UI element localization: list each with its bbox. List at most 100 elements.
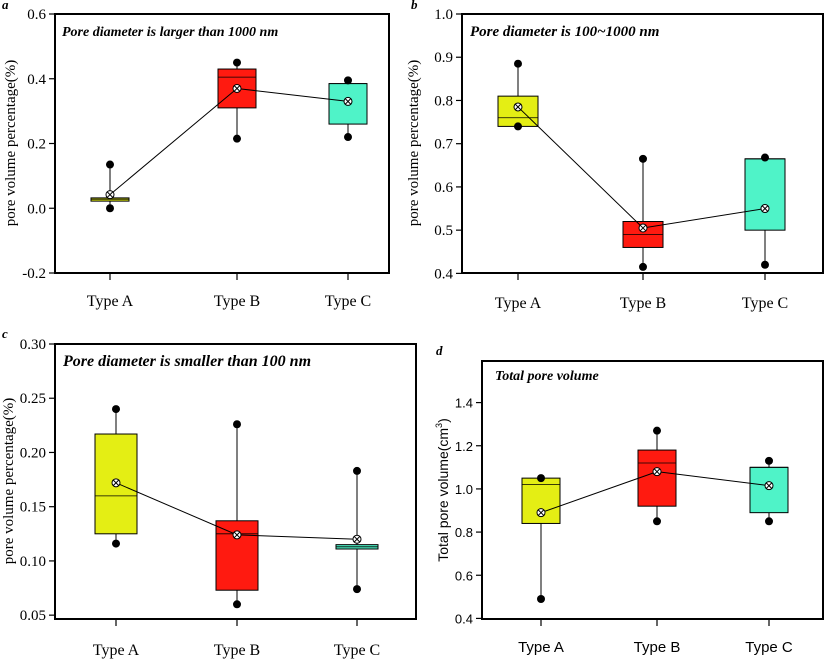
y-tick-label: 0.6 xyxy=(455,568,473,583)
panel-letter: c xyxy=(2,326,8,341)
mean-marker-cross xyxy=(344,98,352,105)
y-tick-label: 0.6 xyxy=(27,7,46,23)
mean-marker-cross xyxy=(639,224,647,232)
outlier-point xyxy=(233,134,241,143)
outlier-point xyxy=(653,517,661,526)
outlier-point xyxy=(353,466,361,475)
outlier-point xyxy=(537,594,545,603)
outlier-point xyxy=(112,539,120,548)
y-tick-label: 0.4 xyxy=(455,611,473,626)
y-tick-label: 0.6 xyxy=(434,180,453,196)
mean-marker-cross xyxy=(353,536,361,543)
y-tick-label: 0.25 xyxy=(20,391,46,407)
y-tick-label: 0.15 xyxy=(20,500,46,516)
x-tick-label: Type A xyxy=(87,293,134,310)
y-tick-label: 0.8 xyxy=(434,93,453,109)
x-tick-label: Type C xyxy=(325,293,371,310)
y-axis-label: Total pore volume(cm3) xyxy=(434,418,451,562)
outlier-point xyxy=(233,420,241,429)
mean-marker xyxy=(513,102,523,112)
y-tick-label: 0.8 xyxy=(455,525,473,540)
chart-title: Pore diameter is smaller than 100 nm xyxy=(62,353,311,370)
mean-marker-cross xyxy=(653,468,661,475)
panel-d: d Total pore volume Total pore volume(cm… xyxy=(434,343,824,656)
y-tick-label: 0.4 xyxy=(434,266,453,282)
mean-marker xyxy=(760,204,770,214)
outlier-point xyxy=(639,154,647,163)
mean-marker xyxy=(652,467,662,477)
y-tick-label: 1.4 xyxy=(455,396,473,411)
mean-marker xyxy=(764,481,774,491)
y-tick-label: -0.2 xyxy=(22,266,46,282)
x-tick-label: Type C xyxy=(742,295,788,312)
outlier-point xyxy=(653,426,661,435)
y-tick-label: 0.10 xyxy=(20,554,46,570)
mean-marker-cross xyxy=(537,509,545,516)
y-tick-label: 1.0 xyxy=(455,482,473,497)
y-tick-label: 0.9 xyxy=(434,50,453,66)
x-tick-label: Type B xyxy=(214,642,260,659)
mean-marker-cross xyxy=(233,531,241,539)
y-tick-label: 0.0 xyxy=(27,201,46,217)
outlier-point xyxy=(112,405,120,414)
y-tick-label: 0.30 xyxy=(20,337,46,353)
outlier-point xyxy=(233,600,241,609)
outlier-point xyxy=(761,260,769,269)
panel-a: a Pore diameter is larger than 1000 nm p… xyxy=(2,0,390,310)
outlier-point xyxy=(514,122,522,131)
plot-frame xyxy=(481,360,824,620)
outlier-point xyxy=(765,456,773,465)
outlier-point xyxy=(344,133,352,142)
y-tick-label: 0.7 xyxy=(434,137,453,153)
mean-marker xyxy=(111,478,121,488)
panel-letter: b xyxy=(411,0,418,12)
y-tick-label: 0.2 xyxy=(27,137,46,153)
chart-title: Total pore volume xyxy=(495,369,599,384)
x-tick-label: Type B xyxy=(214,293,260,310)
panel-letter: a xyxy=(2,0,9,12)
mean-marker xyxy=(343,96,353,106)
y-tick-label: 1.2 xyxy=(455,439,473,454)
outlier-point xyxy=(765,517,773,526)
mean-marker-cross xyxy=(765,482,773,489)
mean-marker xyxy=(352,534,362,544)
box xyxy=(637,449,677,507)
outlier-point xyxy=(106,160,114,169)
outlier-point xyxy=(106,204,114,213)
outlier-point xyxy=(233,58,241,67)
outlier-point xyxy=(639,262,647,271)
x-tick-label: Type A xyxy=(495,295,542,312)
outlier-point xyxy=(344,76,352,85)
x-tick-label: Type A xyxy=(93,642,140,659)
mean-marker-cross xyxy=(233,85,241,92)
mean-marker-cross xyxy=(761,205,769,212)
y-tick-label: 0.5 xyxy=(434,223,453,239)
y-axis-label: pore volume percentage(%) xyxy=(3,60,19,227)
mean-marker xyxy=(105,190,115,200)
mean-marker xyxy=(638,223,648,233)
x-tick-label: Type B xyxy=(634,639,681,656)
y-tick-label: 0.4 xyxy=(27,72,46,88)
outlier-point xyxy=(761,153,769,162)
x-tick-label: Type C xyxy=(334,642,380,659)
y-axis-label: pore volume percentage(%) xyxy=(1,398,17,565)
mean-marker xyxy=(232,83,242,93)
panel-b: b Pore diameter is 100~1000 nm pore volu… xyxy=(406,0,824,312)
outlier-point xyxy=(514,59,522,68)
panel-letter: d xyxy=(436,343,443,358)
x-tick-label: Type B xyxy=(620,295,666,312)
chart-title: Pore diameter is 100~1000 nm xyxy=(470,24,659,40)
plot-frame xyxy=(54,13,390,274)
y-tick-label: 1.0 xyxy=(434,7,453,23)
panel-c: c Pore diameter is smaller than 100 nm p… xyxy=(1,326,417,659)
mean-line xyxy=(517,106,766,229)
mean-marker-cross xyxy=(112,479,120,486)
chart-title: Pore diameter is larger than 1000 nm xyxy=(62,25,278,40)
x-tick-label: Type A xyxy=(518,639,564,656)
outlier-point xyxy=(537,474,545,483)
box xyxy=(744,158,786,231)
outlier-point xyxy=(353,585,361,594)
mean-marker-cross xyxy=(514,103,522,111)
y-tick-label: 0.20 xyxy=(20,445,46,461)
